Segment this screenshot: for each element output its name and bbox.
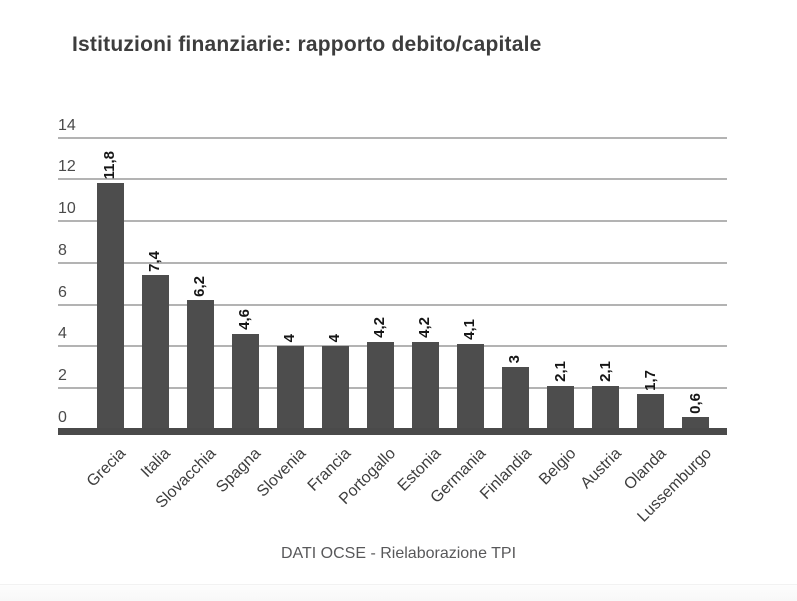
bar-value-label: 1,7: [641, 369, 659, 391]
bar-value-label: 4: [281, 334, 299, 343]
bar: [411, 342, 439, 430]
bar: [186, 300, 214, 430]
bar: [141, 275, 169, 430]
y-gridline: [58, 220, 727, 223]
bar: [682, 417, 710, 430]
x-category-label: Belgio: [536, 445, 580, 489]
bar-value-label: 3: [506, 354, 524, 364]
y-tick-label: 8: [58, 241, 67, 259]
bar-value-label: 4,6: [236, 309, 254, 330]
bar-value-label: 4: [326, 334, 344, 343]
bar: [366, 342, 394, 430]
bar: [547, 386, 574, 430]
bar: [321, 346, 349, 430]
y-tick-label: 14: [58, 116, 76, 134]
bar-value-label: 4,1: [461, 319, 479, 341]
y-tick-label: 2: [58, 367, 67, 385]
bottom-strip: [0, 584, 797, 601]
y-gridline: [58, 136, 727, 139]
bar-value-label: 6,2: [191, 275, 209, 297]
y-tick-label: 10: [58, 200, 76, 218]
chart-title: Istituzioni finanziarie: rapporto debito…: [72, 33, 542, 56]
bar-value-label: 2,1: [596, 361, 614, 383]
bar-value-label: 11,8: [101, 151, 118, 180]
y-tick-label: 0: [58, 409, 67, 426]
bar: [501, 367, 529, 430]
bar-value-label: 4,2: [416, 317, 434, 339]
bar-value-label: 0,6: [686, 392, 704, 414]
y-tick-label: 6: [58, 283, 67, 301]
y-tick-label: 12: [58, 158, 76, 176]
bar: [637, 394, 665, 430]
x-axis-baseline: [58, 428, 727, 435]
bar-value-label: 4,2: [371, 317, 389, 339]
x-category-label: Austria: [577, 445, 625, 493]
bar: [96, 183, 124, 430]
x-category-label: Italia: [138, 445, 175, 481]
y-gridline: [58, 178, 727, 181]
x-category-label: Slovenia: [253, 445, 310, 501]
bar: [592, 386, 620, 430]
y-gridline: [58, 261, 727, 264]
bar-value-label: 2,1: [551, 361, 569, 383]
bar: [231, 333, 259, 430]
bar: [276, 346, 304, 430]
source-caption: DATI OCSE - Rielaborazione TPI: [280, 545, 517, 562]
bar: [456, 344, 484, 430]
y-tick-label: 4: [58, 325, 67, 343]
y-gridline: [58, 303, 727, 306]
bar-value-label: 7,4: [146, 250, 164, 272]
x-category-label: Grecia: [83, 445, 130, 491]
